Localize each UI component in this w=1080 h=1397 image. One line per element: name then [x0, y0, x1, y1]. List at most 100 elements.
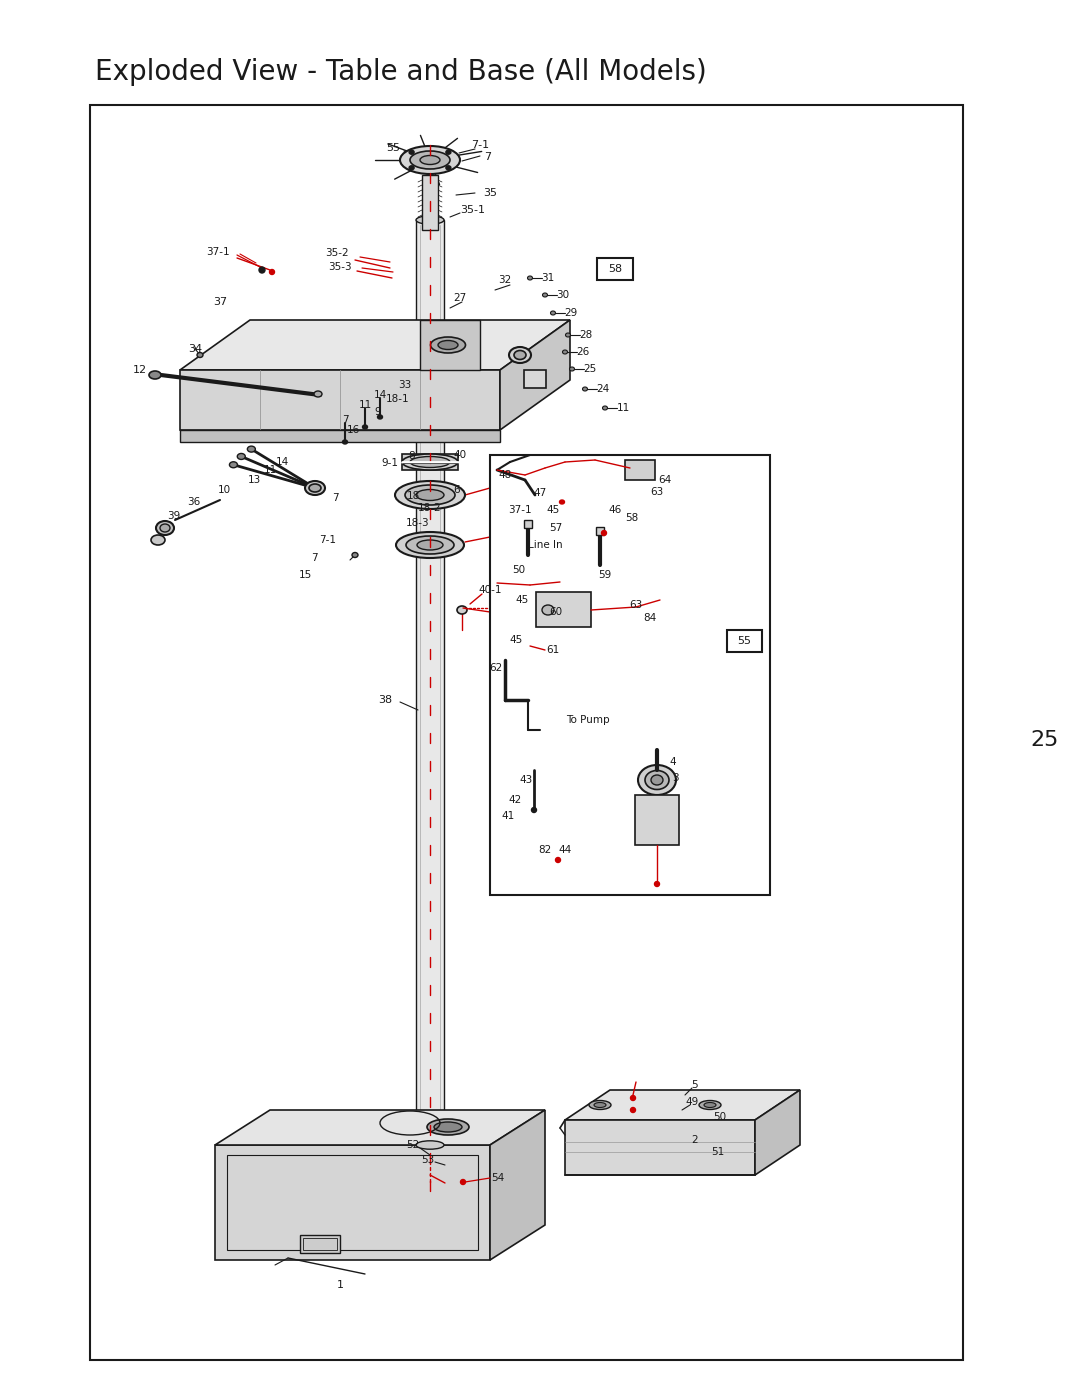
Text: Exploded View - Table and Base (All Models): Exploded View - Table and Base (All Mode…	[95, 59, 706, 87]
Text: 57: 57	[550, 522, 563, 534]
Text: 5: 5	[691, 1080, 699, 1090]
Text: 33: 33	[399, 380, 411, 390]
Ellipse shape	[342, 440, 348, 444]
Polygon shape	[420, 320, 480, 370]
Text: 10: 10	[217, 485, 230, 495]
Ellipse shape	[352, 552, 357, 557]
Text: 9: 9	[375, 407, 381, 416]
Text: 52: 52	[406, 1140, 420, 1150]
Text: 41: 41	[501, 812, 515, 821]
Text: 64: 64	[659, 475, 672, 485]
Text: 8: 8	[408, 451, 416, 461]
Text: 45: 45	[510, 636, 523, 645]
Text: 44: 44	[558, 845, 571, 855]
Ellipse shape	[405, 485, 455, 504]
Ellipse shape	[416, 1141, 444, 1150]
Ellipse shape	[378, 415, 382, 419]
Text: 37: 37	[213, 298, 227, 307]
Ellipse shape	[631, 1108, 635, 1112]
Ellipse shape	[420, 155, 440, 165]
Ellipse shape	[514, 351, 526, 359]
Ellipse shape	[309, 483, 321, 492]
Bar	[180, 430, 500, 441]
Ellipse shape	[396, 532, 464, 557]
Text: 63: 63	[650, 488, 663, 497]
Text: 63: 63	[630, 599, 643, 610]
Ellipse shape	[402, 454, 458, 469]
Ellipse shape	[542, 293, 548, 298]
Ellipse shape	[197, 352, 203, 358]
Polygon shape	[500, 320, 570, 430]
Text: 7-1: 7-1	[471, 140, 489, 149]
Bar	[422, 175, 438, 231]
Ellipse shape	[410, 151, 450, 169]
Text: 45: 45	[515, 595, 528, 605]
Bar	[227, 1155, 478, 1250]
Text: 13: 13	[247, 475, 260, 485]
Text: 48: 48	[498, 469, 512, 481]
Ellipse shape	[509, 346, 531, 363]
Ellipse shape	[602, 531, 607, 535]
Text: 55: 55	[386, 142, 400, 154]
Text: 12: 12	[133, 365, 147, 374]
Text: 37-1: 37-1	[206, 247, 230, 257]
Text: 43: 43	[519, 775, 532, 785]
Ellipse shape	[446, 151, 450, 154]
Ellipse shape	[229, 462, 238, 468]
Ellipse shape	[247, 446, 255, 453]
Text: 61: 61	[546, 645, 559, 655]
Ellipse shape	[438, 341, 458, 349]
Text: 40-1: 40-1	[478, 585, 502, 595]
Text: 4: 4	[670, 757, 676, 767]
Bar	[215, 1146, 490, 1260]
Text: 35-1: 35-1	[460, 205, 486, 215]
Text: 7: 7	[332, 493, 338, 503]
Ellipse shape	[551, 312, 555, 314]
Ellipse shape	[699, 1101, 721, 1109]
Text: 18: 18	[406, 490, 420, 502]
Ellipse shape	[559, 500, 565, 504]
Bar	[90, 105, 963, 1361]
Text: 9-1: 9-1	[381, 458, 399, 468]
Text: 55: 55	[737, 636, 751, 645]
Text: 25: 25	[583, 365, 596, 374]
Ellipse shape	[555, 858, 561, 862]
Polygon shape	[755, 1090, 800, 1175]
Text: 38: 38	[378, 694, 392, 705]
Text: 47: 47	[534, 488, 546, 497]
Text: 16: 16	[347, 425, 360, 434]
Text: 11: 11	[617, 402, 630, 414]
Bar	[303, 1238, 337, 1250]
Text: 7: 7	[485, 152, 491, 162]
Text: 35: 35	[483, 189, 497, 198]
Ellipse shape	[416, 489, 444, 500]
Text: 28: 28	[579, 330, 593, 339]
Polygon shape	[490, 1111, 545, 1260]
Text: 37-1: 37-1	[509, 504, 531, 515]
Ellipse shape	[589, 1101, 611, 1109]
Ellipse shape	[457, 606, 467, 615]
Text: 7: 7	[341, 415, 349, 425]
Bar	[524, 370, 546, 388]
Text: 27: 27	[454, 293, 467, 303]
Ellipse shape	[270, 270, 274, 274]
Text: 35-3: 35-3	[328, 263, 352, 272]
Ellipse shape	[633, 464, 647, 476]
Ellipse shape	[566, 332, 570, 337]
Text: 50: 50	[714, 1112, 727, 1122]
Ellipse shape	[363, 425, 367, 429]
Ellipse shape	[410, 457, 450, 468]
Text: 15: 15	[298, 570, 312, 580]
Ellipse shape	[427, 1119, 469, 1134]
Ellipse shape	[582, 387, 588, 391]
Ellipse shape	[569, 367, 575, 372]
Text: 59: 59	[598, 570, 611, 580]
Ellipse shape	[651, 775, 663, 785]
Text: 62: 62	[489, 664, 502, 673]
Text: 24: 24	[596, 384, 609, 394]
Text: 36: 36	[187, 497, 201, 507]
Ellipse shape	[460, 1179, 465, 1185]
Text: 11: 11	[359, 400, 372, 409]
Ellipse shape	[542, 605, 554, 615]
Text: 40: 40	[454, 450, 467, 460]
